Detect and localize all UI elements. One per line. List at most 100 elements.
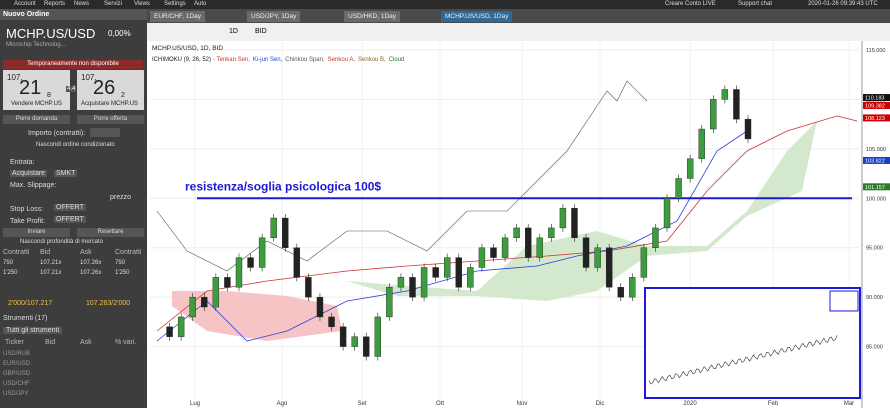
y-tick-label: 85.000 [866,345,883,351]
sell-box[interactable]: 107, 21 8 Vendere MCHP.US [3,70,70,110]
instrument-row[interactable]: USD/CHF [3,381,30,387]
x-tick-label: Nov [517,401,528,407]
instrument-row[interactable]: GBP/USD [3,371,31,377]
instrument-row[interactable]: USD/RUB [3,351,31,357]
candle [212,277,220,308]
order-panel: Nuovo Ordine MCHP.US/USD 0,00% Microchip… [0,9,150,408]
sell-big: 107, [7,73,23,82]
menu-item[interactable]: Servizi [104,1,123,7]
candle [166,326,173,337]
ask-button[interactable]: Porre offerta [77,115,144,124]
candle [733,89,740,120]
entry-side[interactable]: Acquistare [10,170,48,177]
depth-cell: 107.21x [40,270,62,276]
candle [617,287,624,298]
depth-cell: 107.26x [80,270,102,276]
menu-bar: Account Reports News Servizi Views Settings Au… [0,0,890,9]
take-label: Take Profit: [10,218,46,225]
amount-label: Importo (contratti): [28,130,86,137]
candle [444,257,451,278]
annotation: resistenza/soglia psicologica 100$ [185,179,381,193]
instrument-row[interactable]: EUR/USD [3,361,31,367]
instruments-header: Ask [80,339,92,346]
menu-item[interactable]: Account [14,1,36,7]
candle [478,247,486,268]
buy-label: Acquistare MCHP.US [81,101,138,107]
side[interactable]: BID [255,28,267,35]
hide-depth[interactable]: Nascondi profondità di mercato [20,239,104,245]
depth-header: Contratti [3,249,30,256]
period[interactable]: 1D [229,28,238,35]
send-button[interactable]: Inviare [3,228,70,237]
buy-box[interactable]: 107, 26 2 Acquistare MCHP.US [77,70,144,110]
candle [548,227,555,239]
live-link[interactable]: Creare Conto LIVE [665,1,716,7]
candle [559,207,567,229]
reset-button[interactable]: Resettare [77,228,144,237]
price-label: prezzo [110,194,132,201]
stop-type[interactable]: OFFERT [54,204,86,211]
x-tick-label: 2020 [683,401,697,407]
candle [374,316,382,357]
y-tick-label: 90.000 [866,295,883,301]
depth-cell: 107.21x [40,260,62,266]
sell-small: 8 [47,92,51,99]
amount-input[interactable] [90,128,120,137]
tab[interactable]: USD/JPY, 1Day [247,11,301,22]
candle [524,227,532,258]
candle [513,227,520,239]
entry-type[interactable]: SMKT [54,170,78,177]
x-tick-label: Set [357,401,366,407]
entry-label: Entrata: [10,159,35,166]
depth-cell: 750 [115,260,126,266]
x-tick-label: Feb [768,401,779,407]
x-tick-label: Lug [190,401,200,407]
candle [721,89,729,100]
instrument-row[interactable]: USD/JPY [3,391,29,397]
instruments-header: % vari. [115,339,137,346]
price-tag: 109.382 [865,103,885,109]
instruments-header: Ticker [5,339,24,346]
support-link[interactable]: Support chat [738,1,773,7]
legend-entry: Cloud [389,57,405,63]
buy-big: 107, [81,73,97,82]
cloud-green [347,121,817,301]
candle [455,257,462,288]
depth-cell: 1'250 [3,270,18,276]
candle [351,336,358,347]
slippage-label: Max. Slippage: [10,182,57,189]
sell-main: 21 [19,77,42,99]
menu-item[interactable]: Views [134,1,150,7]
tenkan-sen [156,130,748,342]
candle [409,277,416,298]
bid-button[interactable]: Porre domanda [3,115,70,124]
candle [629,277,636,298]
menu-item[interactable]: Auto [194,1,207,7]
candle [640,247,648,278]
instrument-name: Microchip Technolog... [6,42,66,48]
buy-small: 2 [121,92,125,99]
price-tag: 108.123 [865,116,885,122]
depth-cell: 1'250 [115,270,130,276]
candle [432,267,439,278]
status: Temporaneamente non disponibile [3,60,143,69]
menu-item[interactable]: Settings [164,1,186,7]
inset-line [648,335,838,385]
menu-item[interactable]: Reports [44,1,66,7]
candle [536,237,543,258]
instruments-header: Bid [45,339,56,346]
buy-main: 26 [93,77,116,99]
price-tag: 110.183 [865,96,884,102]
menu-item[interactable]: News [74,1,90,7]
tab[interactable]: EUR/CHF, 1Day [150,11,205,22]
candle [582,237,590,268]
hide-conditional[interactable]: Nascondi ordine condizionato [36,142,115,148]
instruments-filter[interactable]: Tutti gli strumenti [3,327,63,334]
tab[interactable]: USD/HKD, 1Day [344,11,401,22]
candle [698,128,705,159]
take-type[interactable]: OFFERT [54,216,86,223]
candle [663,198,671,229]
tab[interactable]: MCHP.US/USD, 1Day [441,11,513,22]
candle [710,99,717,130]
